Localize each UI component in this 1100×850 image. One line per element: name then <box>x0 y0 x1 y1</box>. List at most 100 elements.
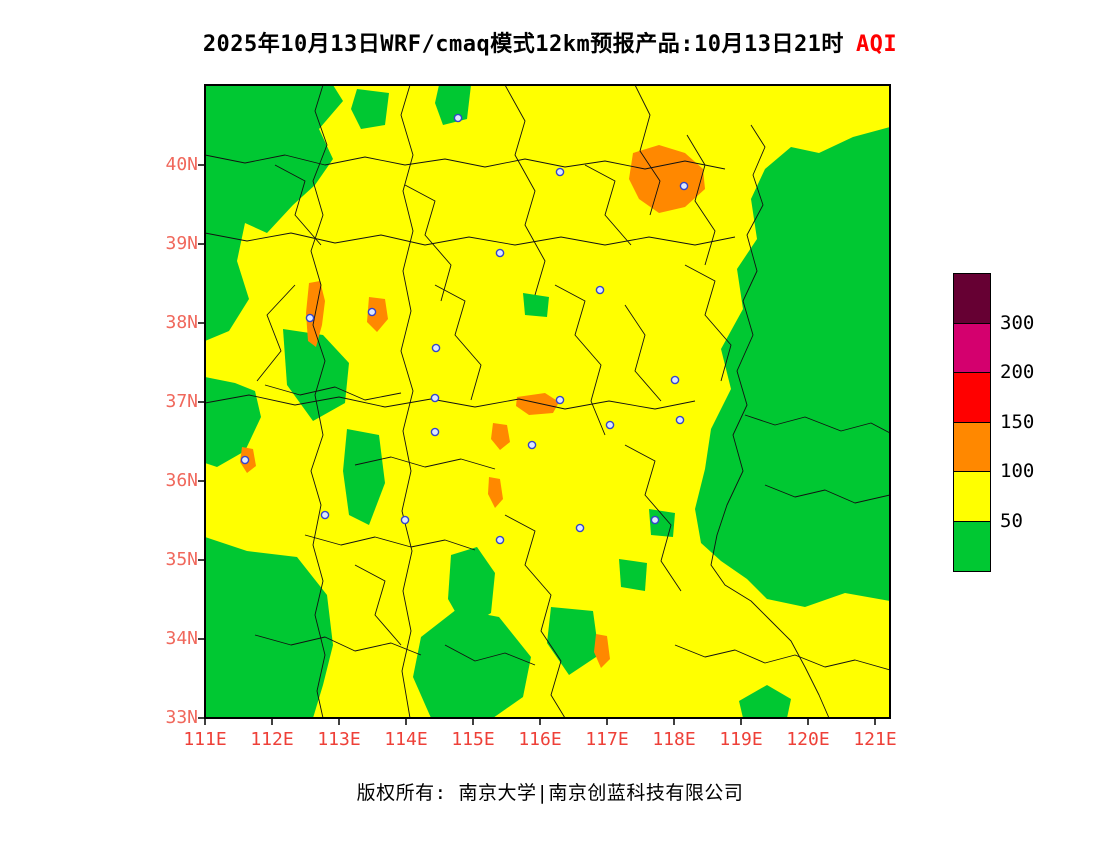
boundary-line <box>304 534 476 551</box>
city-marker-icon <box>430 427 440 437</box>
colorbar-swatch <box>954 422 990 472</box>
aqi-green-region <box>205 85 343 341</box>
boundary-line <box>686 134 716 266</box>
lon-label-121E: 121E <box>853 729 897 750</box>
colorbar-swatch <box>954 274 990 324</box>
aqi-colorbar <box>953 273 991 572</box>
boundary-line <box>400 84 414 719</box>
city-marker-icon <box>595 285 605 295</box>
colorbar-swatch <box>954 521 990 571</box>
city-marker-icon <box>305 313 315 323</box>
city-marker-icon <box>675 415 685 425</box>
aqi-orange-region <box>488 477 503 508</box>
city-markers <box>240 113 689 545</box>
boundary-line <box>504 514 566 719</box>
aqi-orange-region <box>516 393 559 415</box>
boundary-line <box>404 184 452 302</box>
lon-label-119E: 119E <box>719 729 763 750</box>
lon-label-114E: 114E <box>384 729 428 750</box>
boundary-line <box>310 84 328 719</box>
city-marker-icon <box>453 113 463 123</box>
boundary-line <box>434 284 482 401</box>
city-marker-icon <box>670 375 680 385</box>
admin-boundaries <box>204 84 891 719</box>
aqi-green-region <box>523 293 549 317</box>
aqi-green-region <box>619 559 647 591</box>
aqi-green-region <box>351 89 389 129</box>
lat-label-33N: 33N <box>165 707 198 728</box>
aqi-green-regions <box>205 85 890 718</box>
city-marker-icon <box>240 455 250 465</box>
lat-label-36N: 36N <box>165 470 198 491</box>
title-main: 2025年10月13日WRF/cmaq模式12km预报产品:10月13日21时 <box>202 32 844 57</box>
map-plot <box>198 84 891 725</box>
lon-label-117E: 117E <box>585 729 629 750</box>
aqi-green-region <box>413 609 531 718</box>
boundary-line <box>354 456 496 470</box>
boundary-line <box>624 304 662 402</box>
aqi-green-region <box>448 547 495 629</box>
boundary-line <box>584 164 632 246</box>
colorbar-swatch <box>954 373 990 423</box>
aqi-green-region <box>547 607 599 675</box>
lon-label-112E: 112E <box>250 729 294 750</box>
lat-label-40N: 40N <box>165 154 198 175</box>
lat-label-38N: 38N <box>165 312 198 333</box>
colorbar-swatch <box>954 472 990 522</box>
forecast-map <box>198 84 891 725</box>
colorbar-label-50: 50 <box>1000 509 1023 532</box>
boundary-line <box>274 164 322 246</box>
boundary-line <box>256 284 296 382</box>
city-marker-icon <box>650 515 660 525</box>
boundary-line <box>764 484 891 504</box>
boundary-line <box>634 84 661 216</box>
aqi-green-region <box>435 85 471 125</box>
aqi-orange-region <box>629 145 705 213</box>
lon-label-113E: 113E <box>317 729 361 750</box>
lon-label-118E: 118E <box>652 729 696 750</box>
boundary-line <box>204 232 736 246</box>
axis-ticks <box>198 164 876 725</box>
colorbar-label-150: 150 <box>1000 410 1035 433</box>
lat-label-34N: 34N <box>165 628 198 649</box>
city-marker-icon <box>679 181 689 191</box>
city-marker-icon <box>495 248 505 258</box>
city-marker-icon <box>320 510 330 520</box>
boundary-line <box>710 124 830 719</box>
lon-label-111E: 111E <box>183 729 227 750</box>
boundary-line <box>204 394 696 410</box>
lon-label-116E: 116E <box>518 729 562 750</box>
city-marker-icon <box>605 420 615 430</box>
city-marker-icon <box>430 393 440 403</box>
boundary-line <box>264 384 402 401</box>
boundary-line <box>204 154 726 170</box>
boundary-line <box>444 644 536 666</box>
colorbar-swatch <box>954 323 990 373</box>
lat-label-35N: 35N <box>165 549 198 570</box>
city-marker-icon <box>527 440 537 450</box>
lon-label-115E: 115E <box>451 729 495 750</box>
city-marker-icon <box>495 535 505 545</box>
aqi-orange-region <box>491 423 510 450</box>
boundary-line <box>684 264 732 382</box>
boundary-line <box>354 564 402 646</box>
boundary-line <box>744 414 891 434</box>
copyright-text: 版权所有: 南京大学|南京创蓝科技有限公司 <box>356 782 744 804</box>
city-marker-icon <box>555 395 565 405</box>
page-title: 2025年10月13日WRF/cmaq模式12km预报产品:10月13日21时 A… <box>0 26 1100 58</box>
aqi-orange-region <box>594 634 610 668</box>
aqi-green-region <box>739 685 791 718</box>
lon-label-120E: 120E <box>786 729 830 750</box>
boundary-line <box>624 444 682 592</box>
aqi-green-region <box>205 377 261 467</box>
city-marker-icon <box>431 343 441 353</box>
aqi-green-region <box>695 127 890 607</box>
title-aqi-highlight: AQI <box>855 32 898 57</box>
aqi-green-region <box>343 429 385 525</box>
aqi-green-region <box>205 537 333 718</box>
boundary-line <box>254 634 422 656</box>
lat-label-37N: 37N <box>165 391 198 412</box>
aqi-orange-region <box>367 297 388 332</box>
city-marker-icon <box>400 515 410 525</box>
